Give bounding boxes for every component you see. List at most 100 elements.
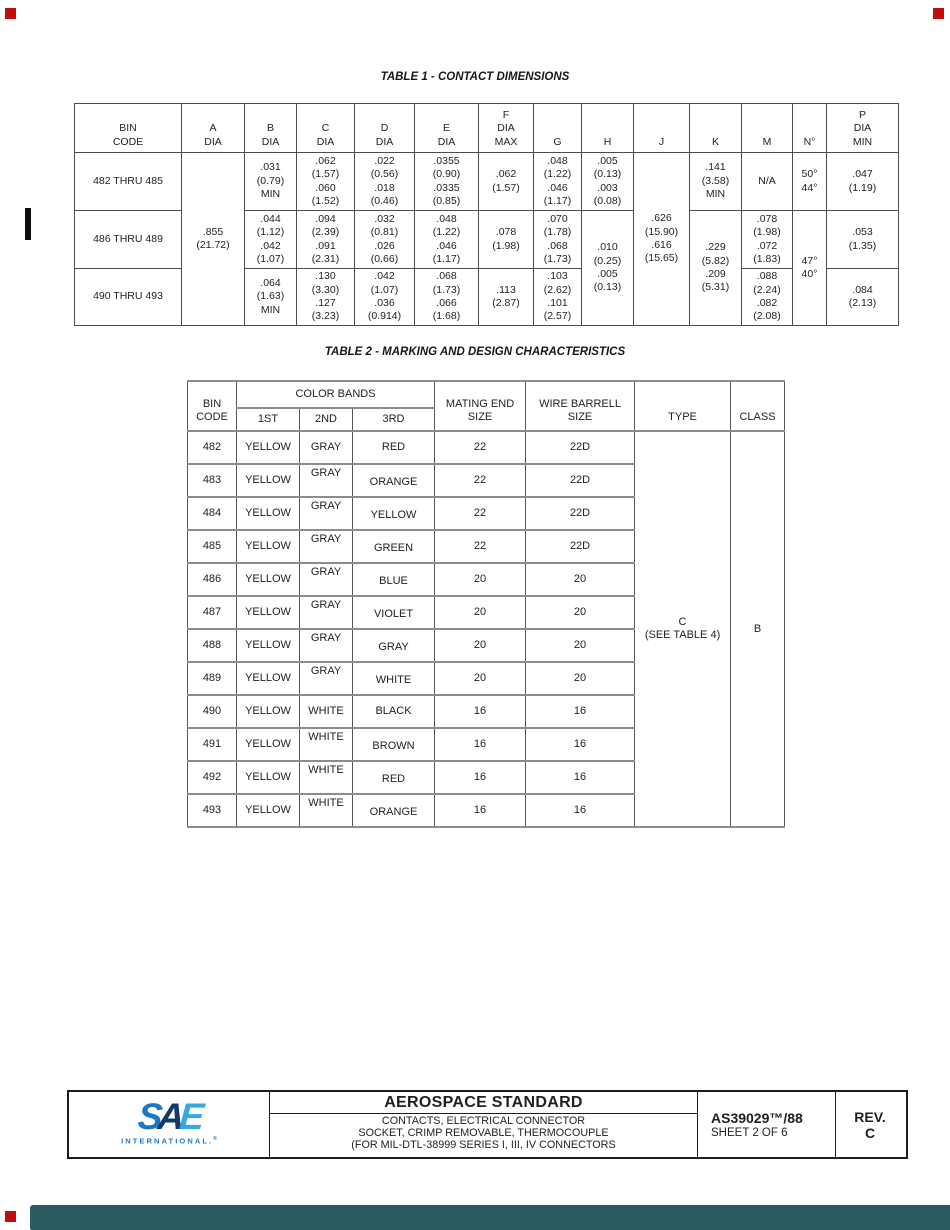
t2-cell: GRAY [299, 430, 353, 465]
t2-cell: 20 [434, 595, 527, 630]
t1-cell: 50° 44° [792, 152, 827, 211]
t1-cell: 490 THRU 493 [74, 268, 182, 326]
sae-logo-international-text: INTERNATIONAL.® [121, 1135, 217, 1146]
table2-marking-design-characteristics: BIN CODE COLOR BANDS MATING END SIZE WIR… [187, 380, 786, 828]
t1-cell: .022 (0.56) .018 (0.46) [354, 152, 415, 211]
t2-cell: 484 [187, 496, 237, 531]
t2-cell: 16 [525, 760, 636, 795]
t2-cell: GREEN [351, 529, 436, 564]
scan-edge-bar [30, 1205, 950, 1230]
table2-row: 490 YELLOW WHITE BLACK 16 16 [187, 694, 785, 729]
t2-cell: 16 [525, 727, 636, 762]
registration-mark-bottom-left [5, 1211, 16, 1222]
t2-cell: YELLOW [236, 430, 300, 465]
t1-cell: 482 THRU 485 [74, 152, 182, 211]
t2-cell: YELLOW [236, 661, 300, 696]
t2-cell: 16 [434, 727, 527, 762]
t1-cell: .229 (5.82) .209 (5.31) [689, 210, 742, 326]
t1-cell: .062 (1.57) .060 (1.52) [296, 152, 355, 211]
t2-cell: YELLOW [236, 595, 300, 630]
t2-cell: WHITE [299, 694, 353, 729]
t2-cell: 16 [434, 760, 527, 795]
t2-cell: YELLOW [236, 496, 300, 531]
table2-row: 491 YELLOW WHITE BROWN 16 16 [187, 727, 785, 762]
t2-cell: WHITE [351, 661, 436, 696]
t2-cell: YELLOW [236, 529, 300, 564]
t1-cell: .141 (3.58) MIN [689, 152, 742, 211]
t2-cell: 482 [187, 430, 237, 465]
t2-cell: BLUE [351, 562, 436, 597]
t1-cell: .070 (1.78) .068 (1.73) [533, 210, 582, 269]
t2-cell: YELLOW [236, 562, 300, 597]
t1-cell: .044 (1.12) .042 (1.07) [244, 210, 297, 269]
t2-cell: YELLOW [236, 694, 300, 729]
t2-cell: 20 [525, 562, 636, 597]
t2-cell: 22D [525, 496, 636, 531]
t2-cell-class: B [730, 430, 786, 828]
table2-header-row-1: BIN CODE COLOR BANDS MATING END SIZE WIR… [187, 380, 786, 432]
table2-header-row-2: 1ST 2ND 3RD [188, 407, 785, 432]
document-number: AS39029™/88 [711, 1110, 803, 1126]
table1-contact-dimensions: BIN CODE A DIA B DIA C DIA D DIA E DIA F… [74, 103, 899, 326]
t1-cell: 486 THRU 489 [74, 210, 182, 269]
t1-cell: .047 (1.19) [826, 152, 899, 211]
t1-cell: .088 (2.24) .082 (2.08) [741, 268, 793, 326]
t2-cell: 20 [434, 562, 527, 597]
t2-cell: GRAY [299, 529, 353, 564]
t2-cell: 490 [187, 694, 237, 729]
t2-cell-type: C (SEE TABLE 4) [634, 430, 732, 828]
t2-header-bin: BIN CODE [187, 380, 237, 432]
t1-cell: 47° 40° [792, 210, 827, 326]
sae-logo-letters: SAE [137, 1095, 202, 1137]
t2-cell: BLACK [351, 694, 436, 729]
t2-cell: 489 [187, 661, 237, 696]
table1-row-482-485: 482 THRU 485 .855 (21.72) .031 (0.79) MI… [74, 152, 899, 326]
t2-header-2nd: 2ND [299, 407, 353, 432]
t2-cell: YELLOW [236, 463, 300, 498]
table2-row: 488 YELLOW GRAY GRAY 20 20 [187, 628, 785, 663]
t1-cell: .0355 (0.90) .0335 (0.85) [414, 152, 479, 211]
t1-header-b: B DIA [244, 103, 297, 153]
document-title-cell: AEROSPACE STANDARD CONTACTS, ELECTRICAL … [269, 1092, 697, 1157]
t1-header-d: D DIA [354, 103, 415, 153]
t1-header-h: H [581, 103, 634, 153]
t1-header-a: A DIA [181, 103, 245, 153]
table2-row: 486 YELLOW GRAY BLUE 20 20 [187, 562, 785, 597]
t2-header-class: CLASS [730, 380, 786, 432]
document-subtitle: CONTACTS, ELECTRICAL CONNECTOR SOCKET, C… [351, 1115, 616, 1152]
t2-cell: 20 [525, 661, 636, 696]
t2-cell: 20 [525, 628, 636, 663]
t2-cell: 22 [434, 529, 527, 564]
t2-cell: GRAY [299, 661, 353, 696]
t1-cell: .048 (1.22) .046 (1.17) [533, 152, 582, 211]
t1-cell: .078 (1.98) .072 (1.83) [741, 210, 793, 269]
t1-cell: .130 (3.30) .127 (3.23) [296, 268, 355, 326]
registration-mark-top-left [5, 8, 16, 19]
t2-cell: GRAY [299, 595, 353, 630]
t2-cell: 22 [434, 463, 527, 498]
t1-header-j: J [633, 103, 690, 153]
t2-cell: GRAY [299, 562, 353, 597]
t2-cell: BROWN [351, 727, 436, 762]
t2-cell: 22 [434, 430, 527, 465]
table2-title: TABLE 2 - MARKING AND DESIGN CHARACTERIS… [324, 346, 626, 358]
t2-cell: 20 [434, 661, 527, 696]
t1-cell: .062 (1.57) [478, 152, 534, 211]
t2-cell: 16 [525, 793, 636, 828]
title-block: SAE INTERNATIONAL.® AEROSPACE STANDARD C… [67, 1090, 908, 1159]
t1-cell: .005 (0.13) .003 (0.08) [581, 152, 634, 211]
t2-cell: RED [351, 430, 436, 465]
table2-row: 492 YELLOW WHITE RED 16 16 [187, 760, 785, 795]
t2-cell: ORANGE [351, 463, 436, 498]
t1-cell: .032 (0.81) .026 (0.66) [354, 210, 415, 269]
table1-header-row: BIN CODE A DIA B DIA C DIA D DIA E DIA F… [74, 103, 899, 153]
t2-cell: RED [351, 760, 436, 795]
t2-cell: GRAY [299, 628, 353, 663]
t2-cell: 483 [187, 463, 237, 498]
t2-header-3rd: 3RD [351, 407, 436, 432]
t2-cell: 16 [525, 694, 636, 729]
t2-cell: 22D [525, 430, 636, 465]
t1-cell: .064 (1.63) MIN [244, 268, 297, 326]
t2-cell: 22D [525, 463, 636, 498]
t2-cell: 491 [187, 727, 237, 762]
